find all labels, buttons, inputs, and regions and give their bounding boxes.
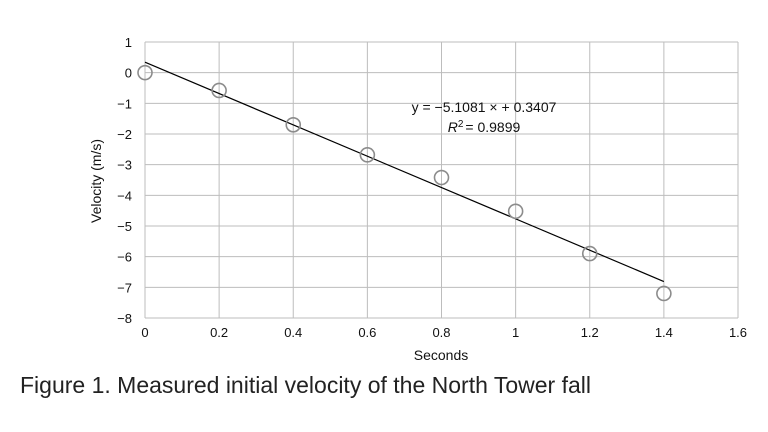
x-tick-label: 0.8 xyxy=(432,325,450,340)
x-tick-label: 0.2 xyxy=(210,325,228,340)
x-tick-label: 1.2 xyxy=(581,325,599,340)
y-tick-labels: 1 0 −1 −2 −3 −4 −5 −6 −7 −8 xyxy=(117,35,132,326)
data-point xyxy=(285,117,302,133)
r-squared-label: R2 = 0.9899 xyxy=(448,119,521,135)
y-tick-label: 0 xyxy=(125,66,132,81)
trendline xyxy=(144,61,665,283)
x-tick-label: 1.4 xyxy=(655,325,673,340)
y-tick-label: −8 xyxy=(117,311,132,326)
x-tick-label: 0.4 xyxy=(284,325,302,340)
data-point xyxy=(656,285,672,302)
grid-lines xyxy=(144,41,739,319)
data-point xyxy=(359,147,376,163)
figure-caption: Figure 1. Measured initial velocity of t… xyxy=(20,372,592,398)
y-tick-label: −2 xyxy=(117,127,132,142)
x-tick-label: 1.6 xyxy=(729,325,747,340)
y-tick-label: −7 xyxy=(117,280,132,295)
x-tick-labels: 0 0.2 0.4 0.6 0.8 1 1.2 1.4 1.6 xyxy=(141,325,747,340)
y-tick-label: −6 xyxy=(117,250,132,265)
x-axis-title: Seconds xyxy=(414,347,468,363)
y-tick-label: −1 xyxy=(117,96,132,111)
velocity-chart: 0 0.2 0.4 0.6 0.8 1 1.2 1.4 1.6 1 0 −1 −2 −3 −4 −5 −6 −7… xyxy=(88,35,747,363)
data-point xyxy=(507,203,524,220)
y-tick-label: −5 xyxy=(117,219,132,234)
data-point xyxy=(137,64,153,81)
data-point xyxy=(433,169,450,186)
y-axis-title: Velocity (m/s) xyxy=(88,139,104,223)
r-squared-exponent: 2 xyxy=(458,119,464,130)
data-point xyxy=(211,82,227,99)
r-squared-symbol: R xyxy=(448,119,458,135)
x-tick-label: 0 xyxy=(141,325,148,340)
y-tick-label: −4 xyxy=(117,188,132,203)
x-tick-label: 0.6 xyxy=(358,325,376,340)
r-squared-value: = 0.9899 xyxy=(465,119,520,135)
trendline-group xyxy=(144,61,665,283)
trendline-equation: y = −5.1081 × + 0.3407 xyxy=(412,99,557,115)
data-point xyxy=(581,245,598,262)
data-points xyxy=(137,64,672,302)
y-tick-label: −3 xyxy=(117,158,132,173)
y-tick-label: 1 xyxy=(125,35,132,50)
x-tick-label: 1 xyxy=(512,325,519,340)
